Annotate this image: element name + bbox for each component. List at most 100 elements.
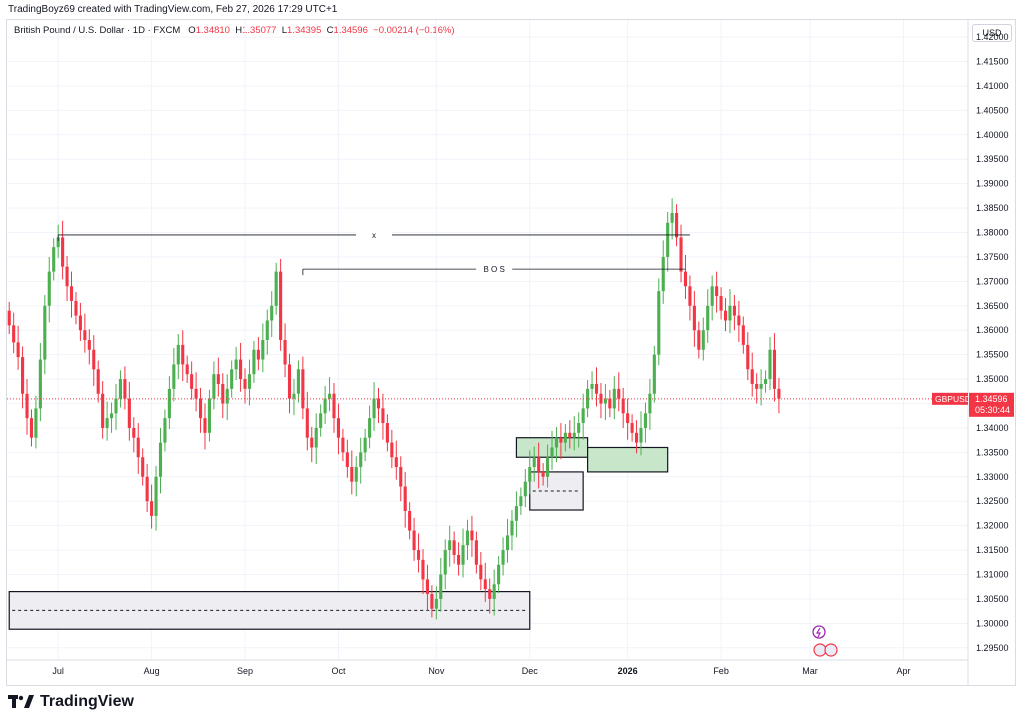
candle-body (136, 437, 140, 458)
chart-frame (6, 19, 1016, 686)
candle-body (52, 247, 56, 272)
candle-body (310, 437, 314, 448)
candle-body (630, 423, 634, 433)
candle-body (163, 418, 167, 443)
candle-body (701, 330, 705, 350)
candle-body (328, 393, 332, 399)
candle-body (488, 589, 492, 599)
candle-body (439, 574, 443, 599)
candle-body (639, 427, 643, 443)
candle-body (723, 310, 728, 321)
candle-body (634, 432, 639, 443)
y-tick-label: 1.32500 (976, 496, 1009, 506)
candle-body (603, 398, 607, 404)
candle-body (265, 320, 269, 340)
candle-body (474, 540, 478, 565)
candle-body (550, 447, 554, 458)
candle-body (132, 427, 136, 438)
candle-body (394, 457, 398, 468)
candle-body (434, 598, 438, 609)
candle-body (452, 540, 456, 555)
candle-body (692, 305, 696, 331)
x-tick-label: Nov (428, 666, 445, 676)
candle-body (38, 359, 42, 409)
candle-body (216, 374, 220, 384)
candle-body (25, 393, 29, 419)
x-tick-label: Jul (52, 666, 64, 676)
x-tick-label: Dec (522, 666, 539, 676)
level-label: B O S (484, 265, 505, 274)
candle-body (243, 379, 247, 389)
candle-body (376, 398, 381, 409)
y-tick-label: 1.31500 (976, 545, 1009, 555)
candle-body (777, 388, 781, 399)
candle-body (741, 325, 745, 345)
candle-body (421, 559, 425, 580)
symbol-name[interactable]: British Pound / U.S. Dollar · 1D · FXCM (14, 25, 181, 36)
candle-body (261, 340, 265, 360)
candle-body (114, 398, 118, 414)
candle-body (465, 530, 470, 546)
y-tick-label: 1.41000 (976, 81, 1009, 91)
y-tick-label: 1.39000 (976, 179, 1009, 189)
candle-body (715, 286, 719, 297)
candle-body (194, 388, 198, 399)
candle-body (750, 369, 754, 384)
candle-body (332, 393, 336, 419)
candle-body (510, 520, 514, 536)
close-label: C (326, 25, 334, 36)
candle-body (599, 393, 603, 404)
y-tick-label: 1.31000 (976, 570, 1009, 580)
currency-button[interactable]: USD (972, 24, 1012, 42)
candle-body (239, 359, 243, 380)
candle-body (683, 271, 688, 287)
candle-body (626, 413, 630, 424)
candle-body (554, 437, 559, 448)
candle-body (341, 437, 345, 453)
candle-body (697, 330, 701, 350)
candle-body (101, 393, 105, 428)
candle-body (292, 393, 296, 399)
y-tick-label: 1.33500 (976, 447, 1009, 457)
candle-body (190, 374, 194, 389)
x-tick-label: Oct (331, 666, 346, 676)
candle-body (448, 540, 452, 551)
candle-body (728, 305, 732, 321)
candle-body (350, 467, 354, 482)
us-flag-icon (824, 643, 838, 657)
high-value: 1.35077 (242, 25, 277, 36)
candle-body (305, 408, 309, 438)
candle-body (675, 212, 679, 238)
candle-body (283, 340, 287, 365)
candle-body (657, 291, 661, 355)
level-label-bg (476, 264, 513, 275)
candle-body (21, 357, 25, 394)
candle-body (87, 340, 91, 350)
candle-body (519, 496, 523, 507)
candle-body (287, 364, 292, 399)
candle-body (96, 369, 100, 394)
candle-body (661, 256, 665, 292)
y-tick-label: 1.41500 (976, 57, 1009, 67)
candle-body (461, 545, 465, 565)
symbol-tag: GBPUSD (935, 394, 971, 404)
range-zone (8, 591, 531, 630)
y-tick-label: 1.38000 (976, 228, 1009, 238)
candle-body (572, 432, 576, 438)
candle-body (643, 413, 647, 428)
candle-body (612, 388, 616, 409)
y-tick-label: 1.32000 (976, 521, 1009, 531)
candle-body (61, 237, 65, 267)
y-tick-label: 1.34000 (976, 423, 1009, 433)
y-tick-label: 1.38500 (976, 203, 1009, 213)
brand-logo[interactable]: TradingView (8, 693, 134, 711)
y-tick-label: 1.35500 (976, 350, 1009, 360)
candle-body (719, 296, 723, 311)
candle-body (563, 432, 567, 443)
x-tick-label: Mar (802, 666, 818, 676)
lightning-glyph (815, 627, 821, 638)
candle-body (443, 550, 447, 575)
candle-body (399, 467, 403, 487)
candle-body (29, 418, 34, 438)
